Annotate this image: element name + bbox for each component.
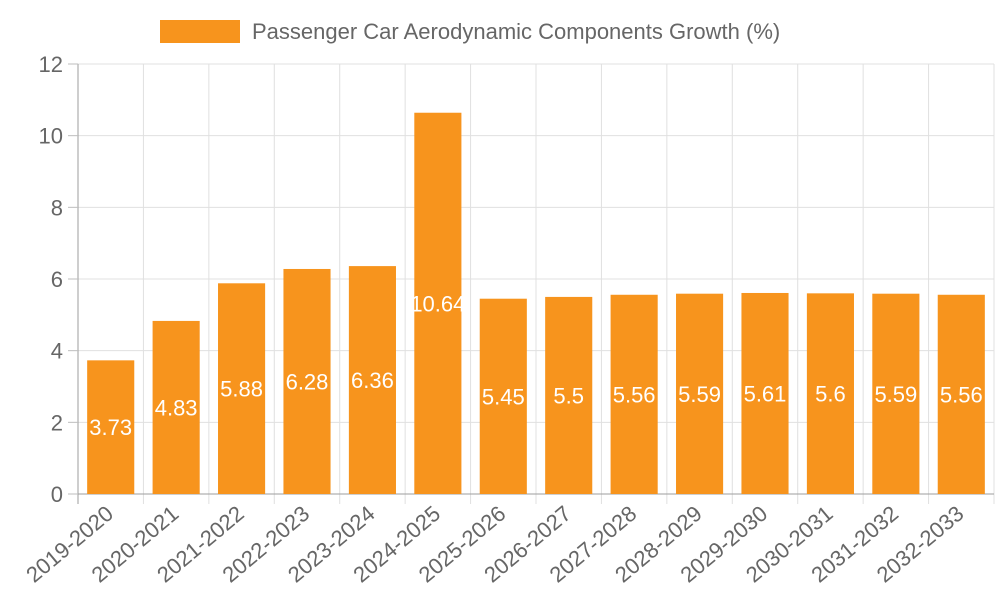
data-labels: 3.73 4.83 5.88 6.28 6.36 10.64 5.45 5.5 5.56 5.59… bbox=[89, 291, 982, 440]
bar-2019-2020[interactable] bbox=[87, 360, 135, 494]
data-label-2027-2028: 5.56 bbox=[613, 382, 656, 407]
y-tick-label: 0 bbox=[51, 482, 63, 507]
bar-2031-2032[interactable] bbox=[872, 293, 920, 494]
data-label-2021-2022: 5.88 bbox=[220, 377, 263, 402]
data-label-2026-2027: 5.5 bbox=[553, 383, 584, 408]
grid-lines bbox=[77, 63, 995, 504]
x-axis: 2019-20202020-20212021-20222022-20232023… bbox=[21, 493, 994, 587]
bar-2020-2021[interactable] bbox=[152, 320, 200, 494]
data-label-2029-2030: 5.61 bbox=[744, 381, 787, 406]
data-label-2020-2021: 4.83 bbox=[155, 395, 198, 420]
y-tick-label: 12 bbox=[39, 52, 63, 77]
data-label-2028-2029: 5.59 bbox=[678, 382, 721, 407]
data-label-2019-2020: 3.73 bbox=[89, 415, 132, 440]
data-label-2031-2032: 5.59 bbox=[874, 382, 917, 407]
bar-2032-2033[interactable] bbox=[937, 294, 985, 494]
bar-2030-2031[interactable] bbox=[806, 293, 854, 494]
legend[interactable]: Passenger Car Aerodynamic Components Gro… bbox=[160, 19, 780, 44]
data-label-2022-2023: 6.28 bbox=[286, 369, 329, 394]
bar-2023-2024[interactable] bbox=[348, 266, 396, 494]
bar-series bbox=[87, 112, 985, 494]
data-label-2023-2024: 6.36 bbox=[351, 368, 394, 393]
y-tick-label: 4 bbox=[51, 339, 63, 364]
bar-2025-2026[interactable] bbox=[479, 298, 527, 494]
bar-2027-2028[interactable] bbox=[610, 294, 658, 494]
bar-2022-2023[interactable] bbox=[283, 268, 331, 494]
data-label-2025-2026: 5.45 bbox=[482, 384, 525, 409]
data-label-2024-2025: 10.64 bbox=[410, 291, 465, 316]
y-tick-label: 8 bbox=[51, 195, 63, 220]
bar-2029-2030[interactable] bbox=[741, 292, 789, 494]
data-label-2032-2033: 5.56 bbox=[940, 382, 983, 407]
data-label-2030-2031: 5.6 bbox=[815, 382, 846, 407]
y-tick-label: 10 bbox=[39, 124, 63, 149]
legend-label: Passenger Car Aerodynamic Components Gro… bbox=[252, 19, 780, 44]
y-tick-label: 6 bbox=[51, 267, 63, 292]
y-tick-label: 2 bbox=[51, 410, 63, 435]
y-axis: 0 2 4 6 8 10 12 bbox=[39, 52, 78, 507]
bar-2021-2022[interactable] bbox=[218, 283, 266, 494]
bar-2024-2025[interactable] bbox=[414, 112, 462, 494]
legend-swatch bbox=[160, 20, 240, 43]
bar-2028-2029[interactable] bbox=[676, 293, 724, 494]
bar-2026-2027[interactable] bbox=[545, 296, 593, 494]
